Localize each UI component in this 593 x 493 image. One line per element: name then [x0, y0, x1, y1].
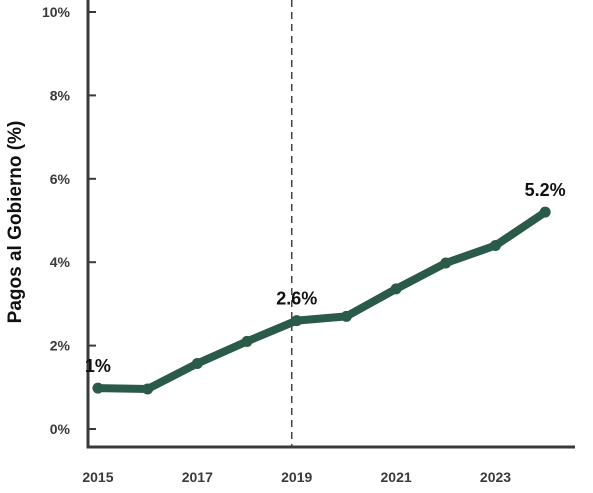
- data-label: 2.6%: [276, 289, 317, 309]
- y-tick-label: 8%: [50, 87, 71, 103]
- x-axis: 2015 2017 2019 2021 2023: [82, 445, 575, 485]
- x-tick-label: 2019: [281, 469, 312, 485]
- data-labels: 1% 2.6% 5.2%: [85, 180, 566, 376]
- x-tick-label: 2015: [82, 469, 113, 485]
- y-tick-label: 4%: [50, 254, 71, 270]
- x-tick-label: 2017: [182, 469, 213, 485]
- series-line: [93, 208, 550, 393]
- data-point: [440, 257, 452, 269]
- y-tick-label: 2%: [50, 338, 71, 354]
- y-axis: 0% 2% 4% 6% 8% 10%: [42, 0, 96, 447]
- y-tick-label: 6%: [50, 171, 71, 187]
- data-point: [92, 382, 104, 394]
- y-axis-title: Pagos al Gobierno (%): [5, 121, 26, 324]
- data-point: [142, 383, 154, 395]
- data-point: [241, 335, 253, 347]
- data-point: [489, 240, 501, 252]
- data-point: [340, 310, 352, 322]
- data-label: 1%: [85, 356, 111, 376]
- data-point: [291, 315, 303, 327]
- data-point: [390, 283, 402, 295]
- x-tick-label: 2023: [480, 469, 511, 485]
- y-tick-label: 10%: [42, 4, 71, 20]
- series-group: [92, 206, 551, 395]
- data-point: [539, 206, 551, 218]
- y-tick-label: 0%: [50, 421, 71, 437]
- data-label: 5.2%: [525, 180, 566, 200]
- data-point: [191, 358, 203, 370]
- x-tick-label: 2021: [381, 469, 412, 485]
